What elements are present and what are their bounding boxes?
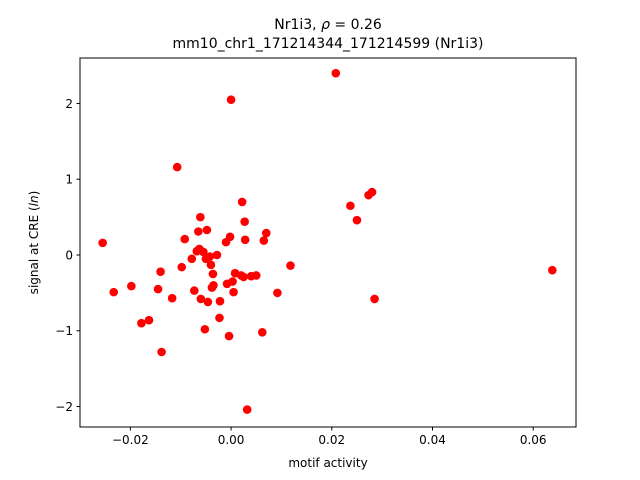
x-axis-label: motif activity	[288, 456, 367, 470]
data-point-47	[251, 271, 261, 280]
data-point-6	[156, 267, 165, 276]
data-point-30	[215, 313, 224, 323]
plot-frame	[79, 57, 577, 428]
y-tick-label-1: −1	[55, 324, 73, 338]
x-axis-ticks: −0.02 0.00 0.02 0.04 0.06	[112, 427, 547, 447]
y-tick-label-3: 1	[65, 173, 73, 187]
x-tick-label-0: −0.02	[112, 433, 149, 447]
data-points	[98, 68, 557, 414]
data-point-29	[212, 250, 222, 260]
data-point-4	[144, 315, 154, 325]
data-point-19	[199, 247, 208, 257]
data-point-7	[157, 347, 166, 357]
data-point-37	[228, 277, 237, 286]
data-point-8	[167, 293, 177, 303]
data-point-3	[137, 318, 146, 328]
data-point-24	[205, 252, 215, 261]
data-point-54	[346, 201, 355, 211]
data-point-18	[196, 294, 206, 304]
data-point-13	[190, 286, 199, 295]
x-tick-label-4: 0.06	[520, 433, 547, 447]
data-point-50	[262, 228, 271, 238]
x-tick-label-2: 0.02	[318, 433, 345, 447]
data-point-9	[172, 162, 182, 172]
data-point-58	[370, 294, 379, 304]
data-point-35	[225, 232, 235, 242]
data-point-12	[187, 254, 197, 264]
data-point-31	[215, 296, 225, 306]
chart-subtitle: mm10_chr1_171214344_171214599 (Nr1i3)	[173, 36, 484, 52]
data-point-34	[224, 331, 234, 341]
y-tick-label-0: −2	[55, 400, 73, 414]
chart-title: Nr1i3, ρ = 0.26	[274, 17, 382, 33]
data-point-51	[273, 288, 282, 298]
data-point-49	[259, 236, 269, 245]
x-tick-label-1: 0.00	[218, 433, 245, 447]
data-point-25	[206, 260, 216, 270]
data-point-55	[352, 215, 362, 225]
y-axis-ticks: −2 −1 0 1 2	[55, 97, 80, 414]
data-point-5	[153, 284, 163, 294]
data-point-28	[209, 281, 218, 290]
data-point-27	[208, 269, 218, 279]
data-point-36	[226, 95, 236, 104]
data-point-1	[109, 287, 119, 297]
data-point-23	[203, 297, 213, 307]
data-point-15	[194, 227, 203, 236]
data-point-11	[180, 234, 190, 244]
data-point-41	[237, 197, 247, 207]
data-point-10	[177, 262, 187, 272]
data-point-44	[240, 235, 250, 245]
data-point-20	[200, 324, 210, 334]
data-point-57	[367, 187, 377, 197]
data-point-52	[286, 261, 295, 270]
data-point-59	[548, 265, 557, 275]
data-point-0	[98, 238, 107, 248]
rho-symbol: ρ	[321, 17, 330, 33]
data-point-2	[127, 281, 136, 291]
data-point-53	[331, 68, 341, 78]
data-point-42	[239, 272, 248, 282]
x-tick-label-3: 0.04	[419, 433, 446, 447]
data-point-22	[202, 225, 212, 235]
data-point-43	[240, 217, 249, 226]
y-tick-label-4: 2	[65, 97, 73, 111]
data-point-48	[257, 327, 267, 337]
data-point-45	[242, 405, 252, 414]
y-tick-label-2: 0	[65, 248, 73, 262]
data-point-17	[196, 212, 205, 222]
y-axis-label: signal at CRE (ln)	[27, 191, 41, 295]
data-point-38	[229, 287, 238, 297]
